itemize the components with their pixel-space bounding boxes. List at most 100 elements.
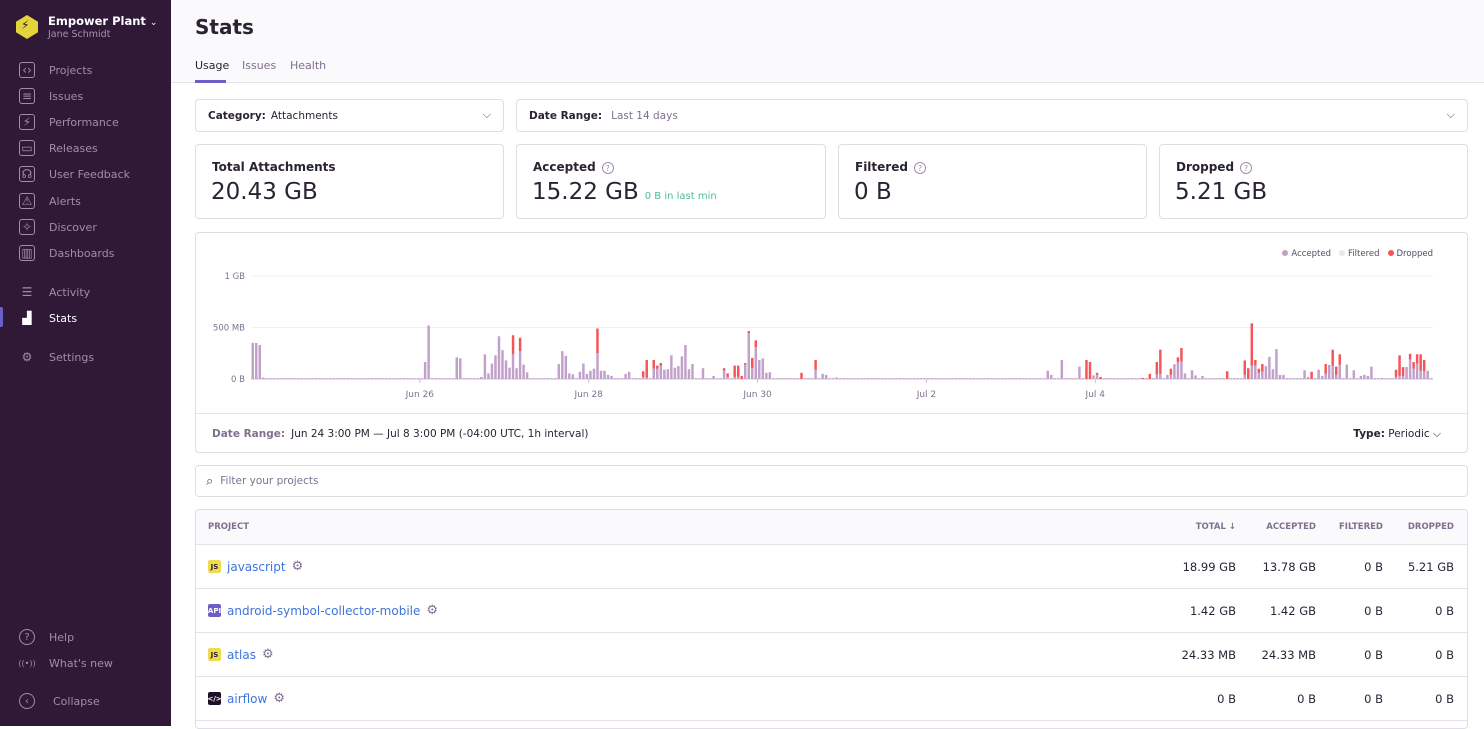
bar-accepted[interactable]: [1014, 378, 1018, 379]
bar-accepted[interactable]: [1331, 365, 1334, 379]
bar-accepted[interactable]: [557, 364, 561, 379]
bar-accepted[interactable]: [926, 378, 930, 379]
bar-dropped[interactable]: [1261, 364, 1264, 372]
bar-accepted[interactable]: [346, 378, 349, 379]
bar-accepted[interactable]: [350, 378, 353, 379]
bar-accepted[interactable]: [1289, 378, 1292, 379]
bar-accepted[interactable]: [1405, 367, 1408, 379]
bar-accepted[interactable]: [1345, 364, 1349, 379]
bar-accepted[interactable]: [620, 378, 624, 379]
bar-accepted[interactable]: [835, 377, 838, 379]
bar-accepted[interactable]: [955, 378, 958, 379]
bar-accepted[interactable]: [606, 374, 610, 379]
bar-accepted[interactable]: [782, 378, 786, 379]
sidebar-item-stats[interactable]: ▟ Stats: [0, 306, 171, 330]
bar-accepted[interactable]: [1366, 375, 1370, 379]
bar-accepted[interactable]: [761, 358, 765, 379]
bar-accepted[interactable]: [1380, 377, 1384, 379]
bar-accepted[interactable]: [1204, 378, 1208, 379]
bar-accepted[interactable]: [687, 369, 691, 379]
bar-accepted[interactable]: [726, 376, 729, 379]
bar-accepted[interactable]: [592, 368, 596, 379]
bar-accepted[interactable]: [1356, 378, 1359, 379]
bar-dropped[interactable]: [747, 331, 750, 334]
bar-accepted[interactable]: [768, 372, 772, 379]
bar-accepted[interactable]: [1197, 378, 1201, 379]
bar-accepted[interactable]: [599, 370, 603, 379]
bar-accepted[interactable]: [909, 378, 912, 379]
bar-accepted[interactable]: [497, 336, 501, 379]
bar-accepted[interactable]: [1285, 378, 1289, 379]
bar-accepted[interactable]: [399, 378, 402, 379]
bar-accepted[interactable]: [856, 378, 860, 379]
bar-accepted[interactable]: [736, 376, 740, 379]
bar-accepted[interactable]: [1166, 374, 1169, 379]
bar-accepted[interactable]: [1162, 378, 1166, 379]
bar-dropped[interactable]: [1180, 348, 1183, 362]
bar-accepted[interactable]: [269, 378, 272, 379]
bar-accepted[interactable]: [501, 350, 504, 379]
bar-accepted[interactable]: [469, 378, 473, 379]
bar-accepted[interactable]: [258, 345, 261, 379]
bar-accepted[interactable]: [1102, 378, 1106, 379]
bar-accepted[interactable]: [849, 378, 852, 379]
bar-accepted[interactable]: [255, 342, 258, 379]
bar-dropped[interactable]: [1331, 349, 1334, 366]
bar-accepted[interactable]: [817, 378, 821, 379]
bar-accepted[interactable]: [772, 378, 775, 379]
bar-accepted[interactable]: [863, 378, 867, 379]
bar-accepted[interactable]: [673, 367, 677, 379]
type-dropdown[interactable]: Type: Periodic ⌵: [1353, 428, 1441, 441]
bar-accepted[interactable]: [1429, 378, 1433, 379]
bar-accepted[interactable]: [997, 378, 1000, 379]
bar-accepted[interactable]: [1039, 378, 1042, 379]
bar-accepted[interactable]: [272, 378, 276, 379]
bar-accepted[interactable]: [554, 378, 557, 379]
bar-accepted[interactable]: [870, 378, 874, 379]
bar-accepted[interactable]: [649, 378, 652, 379]
bar-accepted[interactable]: [307, 378, 311, 379]
bar-accepted[interactable]: [1419, 370, 1422, 379]
bar-accepted[interactable]: [877, 378, 881, 379]
bar-dropped[interactable]: [814, 359, 817, 370]
bar-accepted[interactable]: [1306, 376, 1310, 379]
bar-accepted[interactable]: [824, 374, 828, 379]
bar-accepted[interactable]: [1211, 378, 1215, 379]
bar-accepted[interactable]: [1067, 378, 1071, 379]
gear-icon[interactable]: ⚙: [291, 559, 304, 574]
bar-accepted[interactable]: [881, 378, 884, 379]
bar-accepted[interactable]: [916, 378, 919, 379]
bar-accepted[interactable]: [1180, 361, 1183, 379]
bar-accepted[interactable]: [420, 378, 423, 379]
bar-accepted[interactable]: [1394, 376, 1398, 379]
bar-accepted[interactable]: [578, 371, 582, 379]
bar-accepted[interactable]: [279, 378, 283, 379]
bar-accepted[interactable]: [286, 378, 290, 379]
bar-dropped[interactable]: [1327, 365, 1331, 366]
bar-accepted[interactable]: [898, 378, 902, 379]
sidebar-item-discover[interactable]: ✧ Discover: [0, 215, 171, 239]
bar-dropped[interactable]: [1408, 353, 1412, 360]
bar-accepted[interactable]: [1123, 378, 1127, 379]
bar-accepted[interactable]: [392, 378, 395, 379]
bar-accepted[interactable]: [1201, 375, 1204, 379]
bar-dropped[interactable]: [744, 363, 747, 365]
bar-accepted[interactable]: [353, 378, 356, 379]
sidebar-item-dashboards[interactable]: ▥ Dashboards: [0, 241, 171, 265]
bar-accepted[interactable]: [1194, 375, 1197, 379]
bar-accepted[interactable]: [1159, 373, 1162, 379]
legend-accepted[interactable]: Accepted: [1282, 249, 1331, 259]
bar-accepted[interactable]: [532, 378, 536, 379]
bar-accepted[interactable]: [1313, 378, 1317, 379]
bar-accepted[interactable]: [561, 351, 564, 379]
bar-accepted[interactable]: [1095, 374, 1099, 379]
bar-accepted[interactable]: [846, 378, 849, 379]
bar-accepted[interactable]: [487, 373, 490, 379]
bar-accepted[interactable]: [1134, 378, 1137, 379]
help-icon[interactable]: ?: [1240, 161, 1253, 174]
bar-accepted[interactable]: [1152, 378, 1155, 379]
bar-accepted[interactable]: [638, 378, 641, 379]
bar-dropped[interactable]: [722, 368, 726, 371]
bar-accepted[interactable]: [1106, 378, 1109, 379]
bar-accepted[interactable]: [983, 378, 986, 379]
